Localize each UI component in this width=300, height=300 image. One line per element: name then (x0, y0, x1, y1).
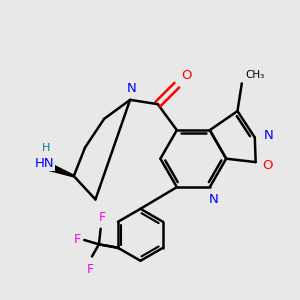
Text: O: O (181, 69, 192, 82)
Text: HN: HN (34, 158, 54, 170)
Text: CH₃: CH₃ (245, 70, 265, 80)
Text: N: N (208, 193, 218, 206)
Text: O: O (262, 159, 273, 172)
Text: F: F (74, 232, 81, 246)
Text: F: F (99, 211, 106, 224)
Text: N: N (127, 82, 137, 95)
Polygon shape (45, 162, 74, 177)
Text: N: N (263, 129, 273, 142)
Text: F: F (87, 263, 94, 276)
Text: H: H (42, 143, 50, 153)
